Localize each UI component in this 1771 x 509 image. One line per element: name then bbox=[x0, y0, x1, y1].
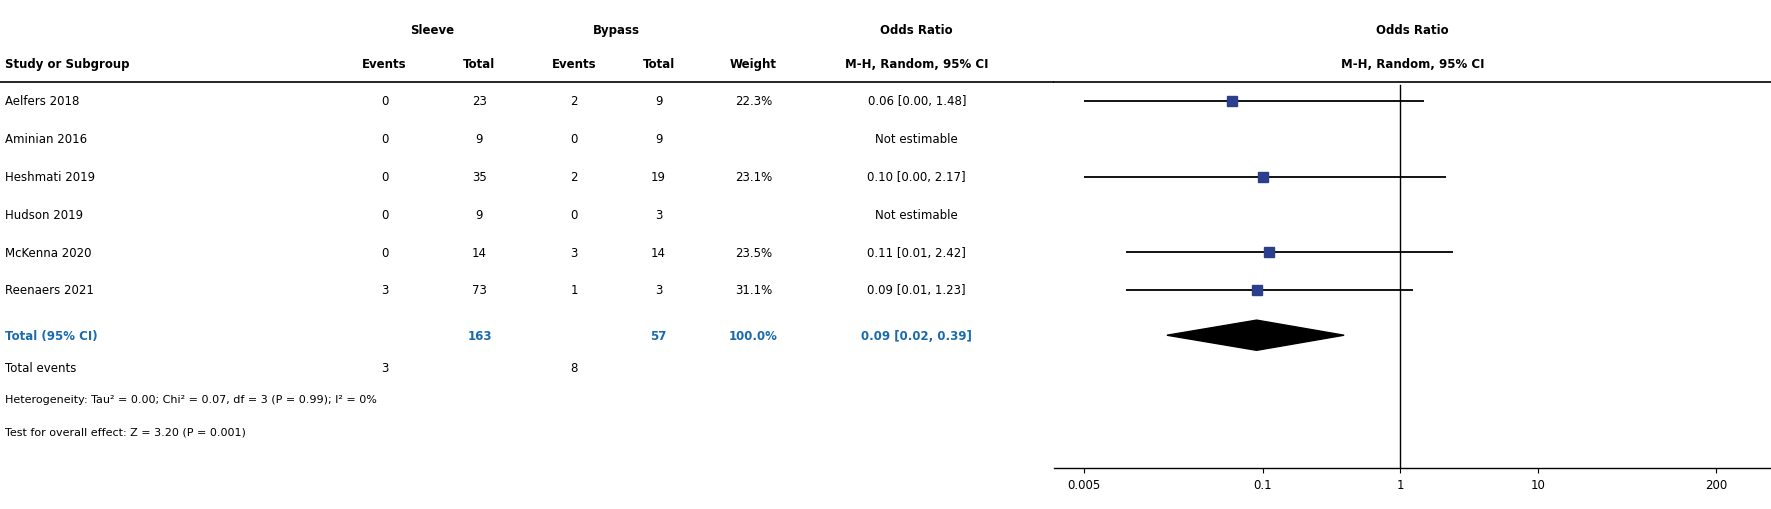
Text: Study or Subgroup: Study or Subgroup bbox=[5, 58, 129, 71]
Text: Heterogeneity: Tau² = 0.00; Chi² = 0.07, df = 3 (P = 0.99); I² = 0%: Heterogeneity: Tau² = 0.00; Chi² = 0.07,… bbox=[5, 394, 377, 405]
Text: 163: 163 bbox=[468, 329, 492, 342]
Text: 0: 0 bbox=[381, 171, 388, 184]
Text: Events: Events bbox=[363, 58, 407, 71]
Text: Not estimable: Not estimable bbox=[875, 133, 958, 146]
Text: 31.1%: 31.1% bbox=[735, 284, 772, 297]
Text: Test for overall effect: Z = 3.20 (P = 0.001): Test for overall effect: Z = 3.20 (P = 0… bbox=[5, 427, 246, 437]
Text: 3: 3 bbox=[655, 208, 662, 221]
Text: Sleeve: Sleeve bbox=[409, 24, 453, 37]
Text: 0: 0 bbox=[381, 246, 388, 259]
Text: Aelfers 2018: Aelfers 2018 bbox=[5, 95, 80, 108]
Text: 9: 9 bbox=[655, 133, 662, 146]
Text: 9: 9 bbox=[476, 133, 483, 146]
Text: 0: 0 bbox=[381, 133, 388, 146]
Text: 23.5%: 23.5% bbox=[735, 246, 772, 259]
Text: Bypass: Bypass bbox=[593, 24, 639, 37]
Text: Total: Total bbox=[643, 58, 675, 71]
Text: 3: 3 bbox=[655, 284, 662, 297]
Text: 1: 1 bbox=[570, 284, 577, 297]
Text: McKenna 2020: McKenna 2020 bbox=[5, 246, 92, 259]
Text: 0.06 [0.00, 1.48]: 0.06 [0.00, 1.48] bbox=[868, 95, 965, 108]
Text: 0.09 [0.01, 1.23]: 0.09 [0.01, 1.23] bbox=[868, 284, 965, 297]
Text: 0.11 [0.01, 2.42]: 0.11 [0.01, 2.42] bbox=[868, 246, 967, 259]
Text: 3: 3 bbox=[381, 284, 388, 297]
Text: Total events: Total events bbox=[5, 361, 76, 374]
Text: 3: 3 bbox=[381, 361, 388, 374]
Text: Not estimable: Not estimable bbox=[875, 208, 958, 221]
Text: Total (95% CI): Total (95% CI) bbox=[5, 329, 97, 342]
Text: 14: 14 bbox=[652, 246, 666, 259]
Text: 8: 8 bbox=[570, 361, 577, 374]
Text: Aminian 2016: Aminian 2016 bbox=[5, 133, 87, 146]
Text: 2: 2 bbox=[570, 171, 577, 184]
Text: 0: 0 bbox=[570, 208, 577, 221]
Text: 0: 0 bbox=[570, 133, 577, 146]
Text: 2: 2 bbox=[570, 95, 577, 108]
Text: M-H, Random, 95% CI: M-H, Random, 95% CI bbox=[1341, 58, 1484, 71]
Text: Odds Ratio: Odds Ratio bbox=[1376, 24, 1449, 37]
Text: Heshmati 2019: Heshmati 2019 bbox=[5, 171, 96, 184]
Text: 23.1%: 23.1% bbox=[735, 171, 772, 184]
Text: Hudson 2019: Hudson 2019 bbox=[5, 208, 83, 221]
Text: Reenaers 2021: Reenaers 2021 bbox=[5, 284, 94, 297]
Text: 0: 0 bbox=[381, 208, 388, 221]
Text: 0.10 [0.00, 2.17]: 0.10 [0.00, 2.17] bbox=[868, 171, 965, 184]
Text: 100.0%: 100.0% bbox=[730, 329, 777, 342]
Text: 35: 35 bbox=[473, 171, 487, 184]
Text: 14: 14 bbox=[471, 246, 487, 259]
Text: 19: 19 bbox=[652, 171, 666, 184]
Text: 9: 9 bbox=[655, 95, 662, 108]
Text: Events: Events bbox=[553, 58, 597, 71]
Text: Weight: Weight bbox=[730, 58, 777, 71]
Text: 0.09 [0.02, 0.39]: 0.09 [0.02, 0.39] bbox=[861, 329, 972, 342]
Text: 9: 9 bbox=[476, 208, 483, 221]
Text: 73: 73 bbox=[473, 284, 487, 297]
Text: Total: Total bbox=[464, 58, 496, 71]
Text: 23: 23 bbox=[473, 95, 487, 108]
Text: 57: 57 bbox=[650, 329, 666, 342]
Text: 22.3%: 22.3% bbox=[735, 95, 772, 108]
Text: 3: 3 bbox=[570, 246, 577, 259]
Text: M-H, Random, 95% CI: M-H, Random, 95% CI bbox=[845, 58, 988, 71]
Text: 0: 0 bbox=[381, 95, 388, 108]
Polygon shape bbox=[1167, 321, 1344, 351]
Text: Odds Ratio: Odds Ratio bbox=[880, 24, 953, 37]
